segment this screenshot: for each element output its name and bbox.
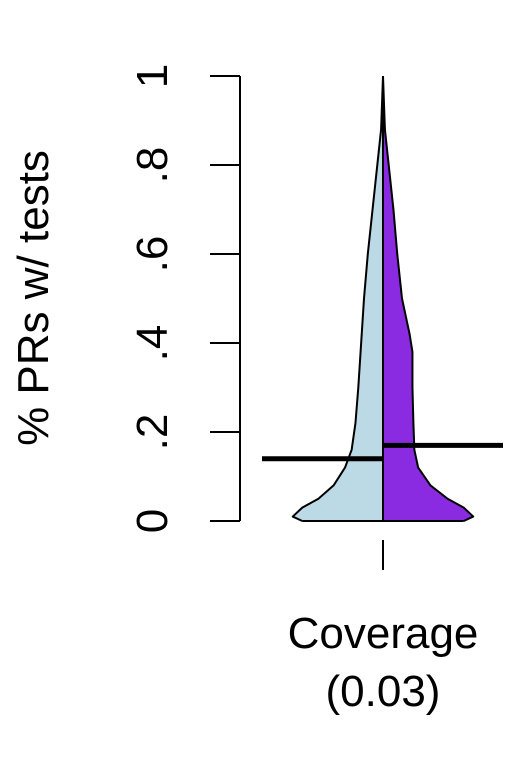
x-group-label-line2: (0.03) xyxy=(326,667,441,716)
y-tick-label: .8 xyxy=(128,147,177,184)
violin-half-right xyxy=(383,76,474,521)
y-axis-label: % PRs w/ tests xyxy=(9,150,58,446)
y-tick-label: 1 xyxy=(128,64,177,88)
y-tick-label: 0 xyxy=(128,509,177,533)
y-tick-label: .6 xyxy=(128,236,177,273)
y-ticks: 0 .2 .4 .6 .8 1 xyxy=(128,64,240,533)
x-group-label-line1: Coverage xyxy=(288,609,479,658)
violin-group xyxy=(262,75,503,570)
violin-half-left xyxy=(292,76,383,521)
violin-outline-right xyxy=(382,75,475,522)
y-tick-label: .4 xyxy=(128,325,177,362)
y-tick-label: .2 xyxy=(128,414,177,451)
violin-outline-left xyxy=(291,75,384,522)
